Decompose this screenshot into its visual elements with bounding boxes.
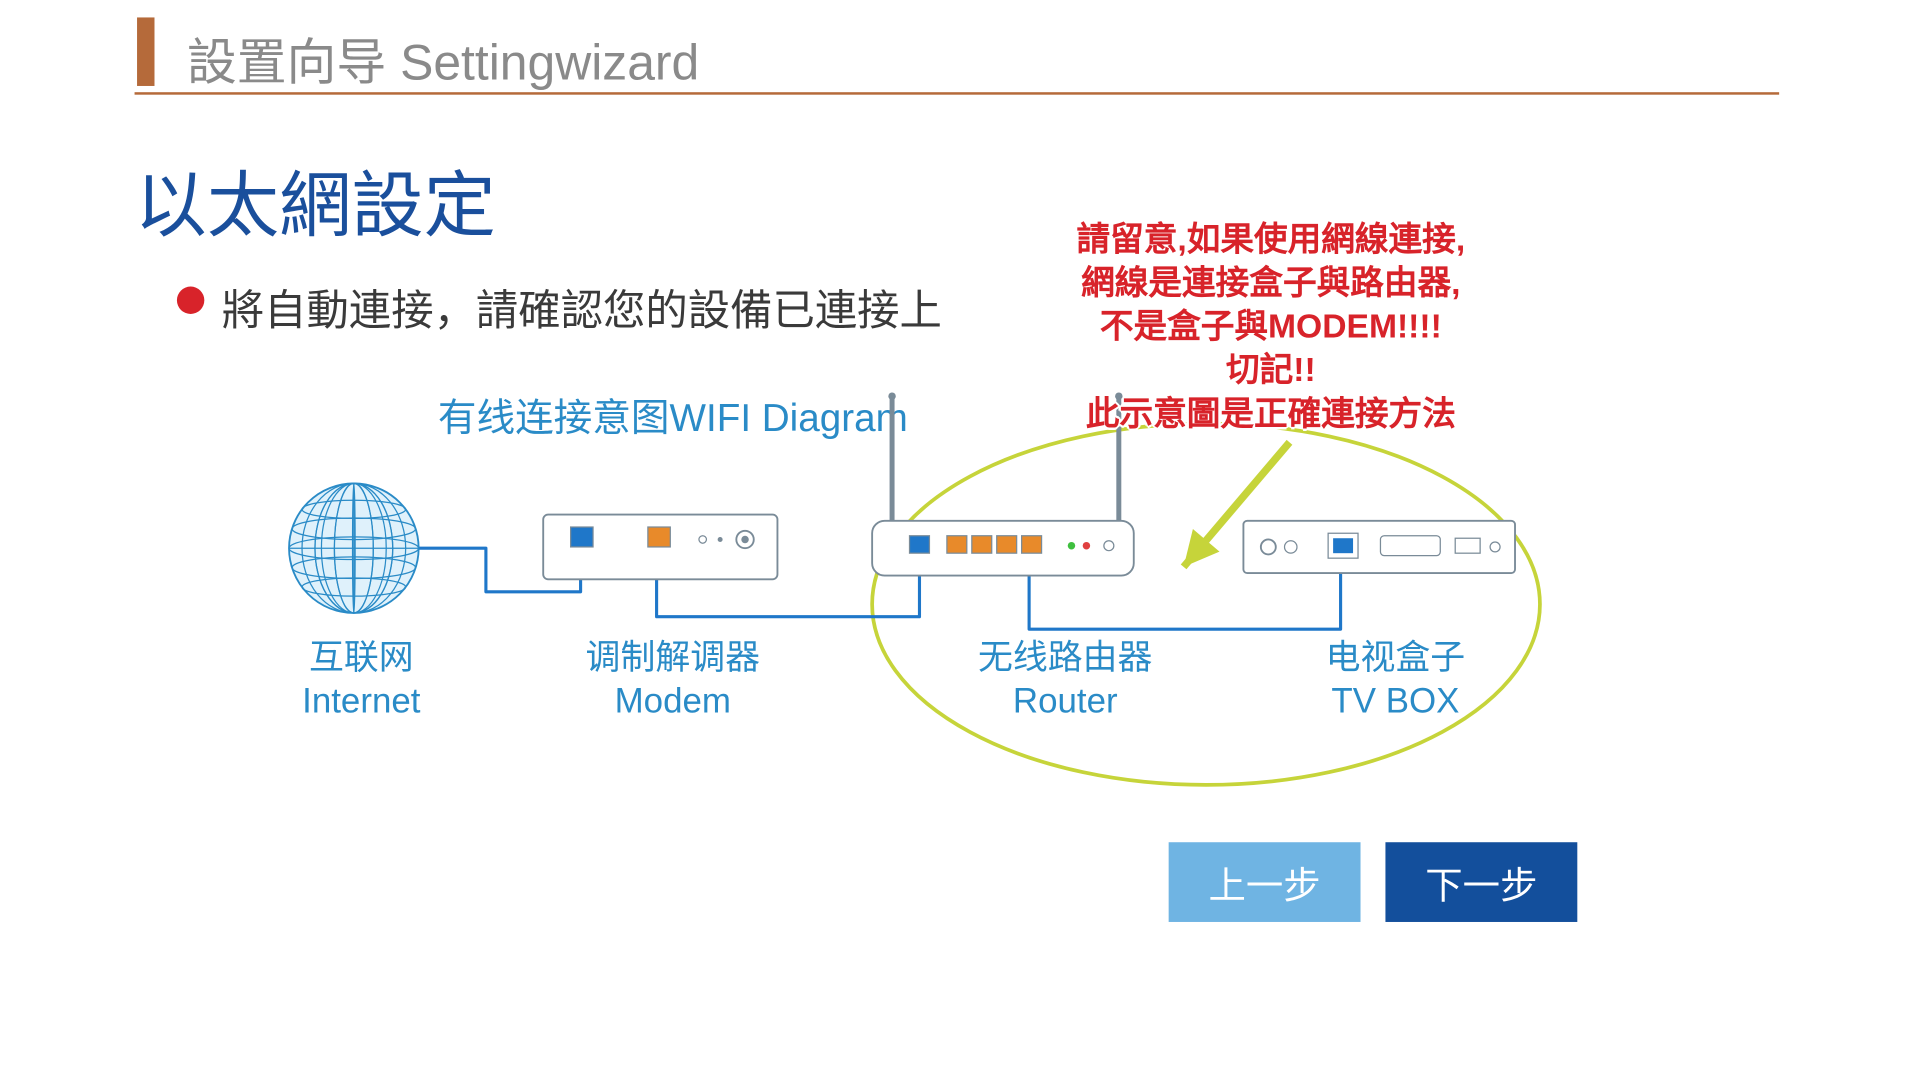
highlight-ellipse xyxy=(872,424,1540,785)
header-underline xyxy=(135,92,1780,94)
warning-line-1: 請留意,如果使用網線連接, xyxy=(0,212,1920,261)
next-button[interactable]: 下一步 xyxy=(1385,842,1577,922)
warning-line-3: 不是盒子與MODEM!!!! xyxy=(0,299,1920,348)
cable-modem-to-router xyxy=(657,576,920,617)
connection-diagram xyxy=(224,374,1607,823)
cable-router-to-tvbox xyxy=(1029,573,1340,629)
device-label-router: 无线路由器Router xyxy=(928,635,1202,722)
header-title: 設置向导 Settingwizard xyxy=(187,22,699,94)
device-label-tvbox: 电视盒子TV BOX xyxy=(1258,635,1532,722)
modem-device-icon xyxy=(543,515,777,580)
header-accent-bar xyxy=(137,17,154,86)
warning-line-4: 切記!! xyxy=(0,343,1920,392)
prev-button[interactable]: 上一步 xyxy=(1169,842,1361,922)
device-label-internet: 互联网Internet xyxy=(237,635,486,722)
device-label-modem: 调制解调器Modem xyxy=(536,635,810,722)
internet-globe-icon xyxy=(289,483,419,613)
warning-line-5: 此示意圖是正確連接方法 xyxy=(0,386,1920,435)
tvbox-device-icon xyxy=(1243,521,1515,573)
warning-line-2: 網線是連接盒子與路由器, xyxy=(0,255,1920,304)
